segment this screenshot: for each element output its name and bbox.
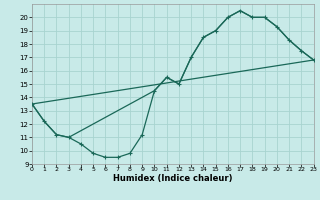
X-axis label: Humidex (Indice chaleur): Humidex (Indice chaleur) [113,174,233,183]
